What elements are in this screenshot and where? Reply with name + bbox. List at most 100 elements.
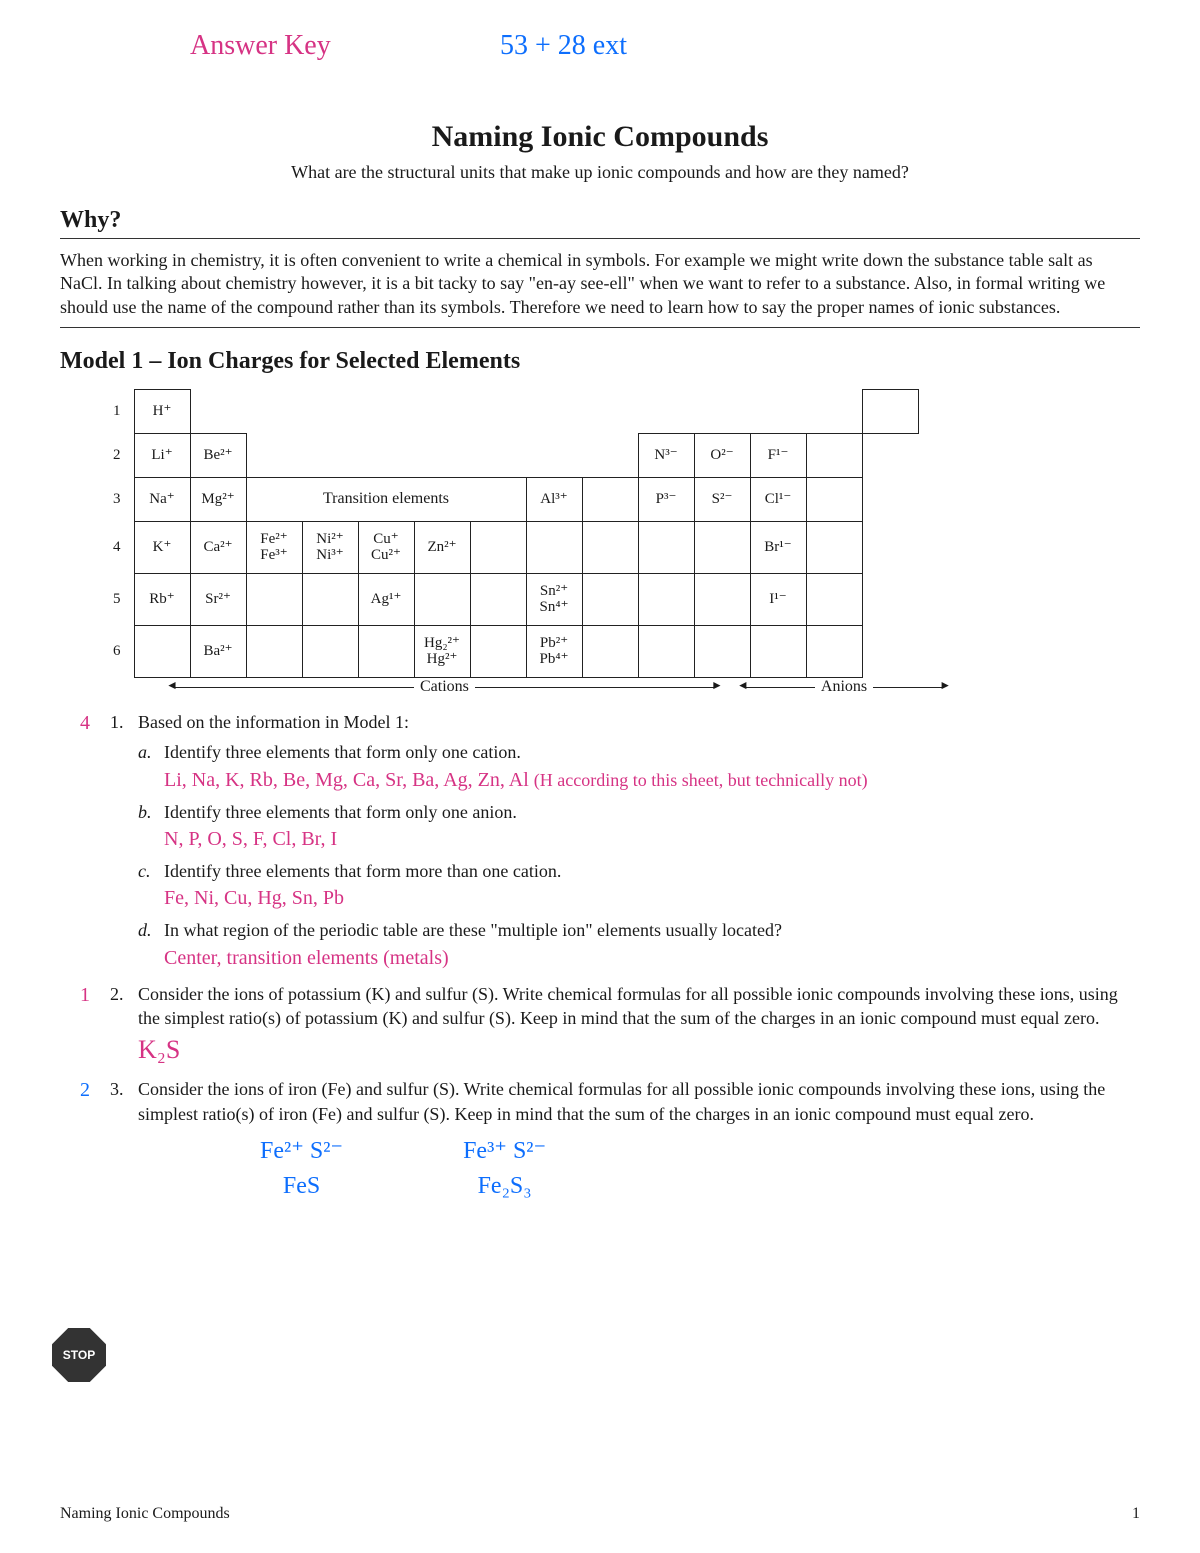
cell-blank bbox=[246, 626, 302, 678]
q2-stem: Consider the ions of potassium (K) and s… bbox=[138, 982, 1130, 1031]
cell-zn: Zn²⁺ bbox=[414, 522, 470, 574]
row-label: 6 bbox=[100, 626, 134, 678]
cell-blank bbox=[638, 574, 694, 626]
cell-blank bbox=[750, 626, 806, 678]
cell-sr: Sr²⁺ bbox=[190, 574, 246, 626]
q1b-letter: b. bbox=[138, 800, 164, 824]
row-label: 3 bbox=[100, 478, 134, 522]
q1b-question: Identify three elements that form only o… bbox=[164, 800, 1130, 824]
cell-blank bbox=[134, 626, 190, 678]
row-label: 5 bbox=[100, 574, 134, 626]
cell-blank bbox=[470, 626, 526, 678]
q1d-answer: Center, transition elements (metals) bbox=[164, 945, 1130, 972]
cell-li: Li⁺ bbox=[134, 434, 190, 478]
transition-label: Transition elements bbox=[246, 478, 526, 522]
q2-answer: K₂S bbox=[138, 1032, 1130, 1067]
cell-blank bbox=[470, 574, 526, 626]
cell-be: Be²⁺ bbox=[190, 434, 246, 478]
q1d-question: In what region of the periodic table are… bbox=[164, 918, 1130, 942]
q1-margin-pts: 4 bbox=[60, 710, 110, 977]
footer-page-num: 1 bbox=[1132, 1505, 1140, 1523]
cell-ni: Ni²⁺ Ni³⁺ bbox=[302, 522, 358, 574]
periodic-table: 1 H⁺ 2 Li⁺ Be²⁺ N³⁻ O²⁻ F¹⁻ 3 Na⁺ Mg²⁺ T… bbox=[100, 389, 1140, 696]
cell-blank bbox=[806, 574, 862, 626]
q3-fes: FeS bbox=[283, 1173, 320, 1200]
cell-o: O²⁻ bbox=[694, 434, 750, 478]
cell-pb: Pb²⁺ Pb⁴⁺ bbox=[526, 626, 582, 678]
row-label: 1 bbox=[100, 390, 134, 434]
cell-ca: Ca²⁺ bbox=[190, 522, 246, 574]
cell-blank bbox=[582, 522, 638, 574]
cell-na: Na⁺ bbox=[134, 478, 190, 522]
cell-blank bbox=[414, 574, 470, 626]
cell-ag: Ag¹⁺ bbox=[358, 574, 414, 626]
q1c-answer: Fe, Ni, Cu, Hg, Sn, Pb bbox=[164, 885, 1130, 912]
cell-blank bbox=[302, 574, 358, 626]
model1-heading: Model 1 – Ion Charges for Selected Eleme… bbox=[60, 348, 1140, 379]
q1a-question: Identify three elements that form only o… bbox=[164, 740, 1130, 764]
anions-label: Anions bbox=[815, 678, 873, 696]
cell-blank bbox=[806, 434, 862, 478]
row-label: 2 bbox=[100, 434, 134, 478]
q1a-letter: a. bbox=[138, 740, 164, 764]
cell-blank bbox=[638, 522, 694, 574]
q1c-question: Identify three elements that form more t… bbox=[164, 859, 1130, 883]
cell-blank bbox=[470, 522, 526, 574]
cell-i: I¹⁻ bbox=[750, 574, 806, 626]
cell-cl: Cl¹⁻ bbox=[750, 478, 806, 522]
q3-answers: Fe²⁺ S²⁻ FeS Fe³⁺ S²⁻ Fe₂S₃ bbox=[260, 1136, 1140, 1200]
q3-fe2s3: Fe₂S₃ bbox=[478, 1173, 532, 1200]
q2-number: 2. bbox=[110, 982, 138, 1074]
q1c-letter: c. bbox=[138, 859, 164, 883]
cell-mg: Mg²⁺ bbox=[190, 478, 246, 522]
q1a-answer: Li, Na, K, Rb, Be, Mg, Ca, Sr, Ba, Ag, Z… bbox=[164, 767, 1130, 794]
page-subtitle: What are the structural units that make … bbox=[60, 162, 1140, 183]
cell-blank bbox=[358, 626, 414, 678]
cell-hg: Hg₂²⁺ Hg²⁺ bbox=[414, 626, 470, 678]
page-title: Naming Ionic Compounds bbox=[60, 120, 1140, 154]
handwritten-points: 53 + 28 ext bbox=[500, 30, 627, 62]
cell-f: F¹⁻ bbox=[750, 434, 806, 478]
divider bbox=[60, 327, 1140, 328]
footer-left: Naming Ionic Compounds bbox=[60, 1505, 230, 1523]
cell-blank bbox=[694, 574, 750, 626]
cell-al: Al³⁺ bbox=[526, 478, 582, 522]
cell-blank bbox=[806, 522, 862, 574]
q3-stem: Consider the ions of iron (Fe) and sulfu… bbox=[138, 1077, 1130, 1126]
q3-margin-pts: 2 bbox=[60, 1077, 110, 1126]
cell-blank bbox=[806, 626, 862, 678]
cell-n: N³⁻ bbox=[638, 434, 694, 478]
cell-cu: Cu⁺ Cu²⁺ bbox=[358, 522, 414, 574]
cell-fe: Fe²⁺ Fe³⁺ bbox=[246, 522, 302, 574]
cell-blank bbox=[246, 574, 302, 626]
cell-blank bbox=[582, 478, 638, 522]
row-label: 4 bbox=[100, 522, 134, 574]
q1-number: 1. bbox=[110, 710, 138, 977]
cell-ba: Ba²⁺ bbox=[190, 626, 246, 678]
cell-p: P³⁻ bbox=[638, 478, 694, 522]
cell-blank bbox=[582, 574, 638, 626]
q3-fe2-ions: Fe²⁺ S²⁻ bbox=[260, 1136, 343, 1165]
cell-rb: Rb⁺ bbox=[134, 574, 190, 626]
cell-sn: Sn²⁺ Sn⁴⁺ bbox=[526, 574, 582, 626]
q1-stem: Based on the information in Model 1: bbox=[138, 710, 1130, 734]
q2-margin-pts: 1 bbox=[60, 982, 110, 1074]
cell-blank bbox=[694, 522, 750, 574]
handwritten-title: Answer Key bbox=[190, 30, 331, 62]
why-heading: Why? bbox=[60, 207, 1140, 239]
cell-blank bbox=[302, 626, 358, 678]
q3-number: 3. bbox=[110, 1077, 138, 1126]
cell-blank bbox=[694, 626, 750, 678]
cell-blank bbox=[862, 390, 918, 434]
q1b-answer: N, P, O, S, F, Cl, Br, I bbox=[164, 826, 1130, 853]
stop-icon: STOP bbox=[52, 1328, 106, 1382]
cell-h: H⁺ bbox=[134, 390, 190, 434]
q1d-letter: d. bbox=[138, 918, 164, 942]
cell-blank bbox=[806, 478, 862, 522]
cell-blank bbox=[638, 626, 694, 678]
cell-s: S²⁻ bbox=[694, 478, 750, 522]
q3-fe3-ions: Fe³⁺ S²⁻ bbox=[463, 1136, 546, 1165]
cations-label: Cations bbox=[414, 678, 475, 696]
cell-blank bbox=[526, 522, 582, 574]
cell-k: K⁺ bbox=[134, 522, 190, 574]
